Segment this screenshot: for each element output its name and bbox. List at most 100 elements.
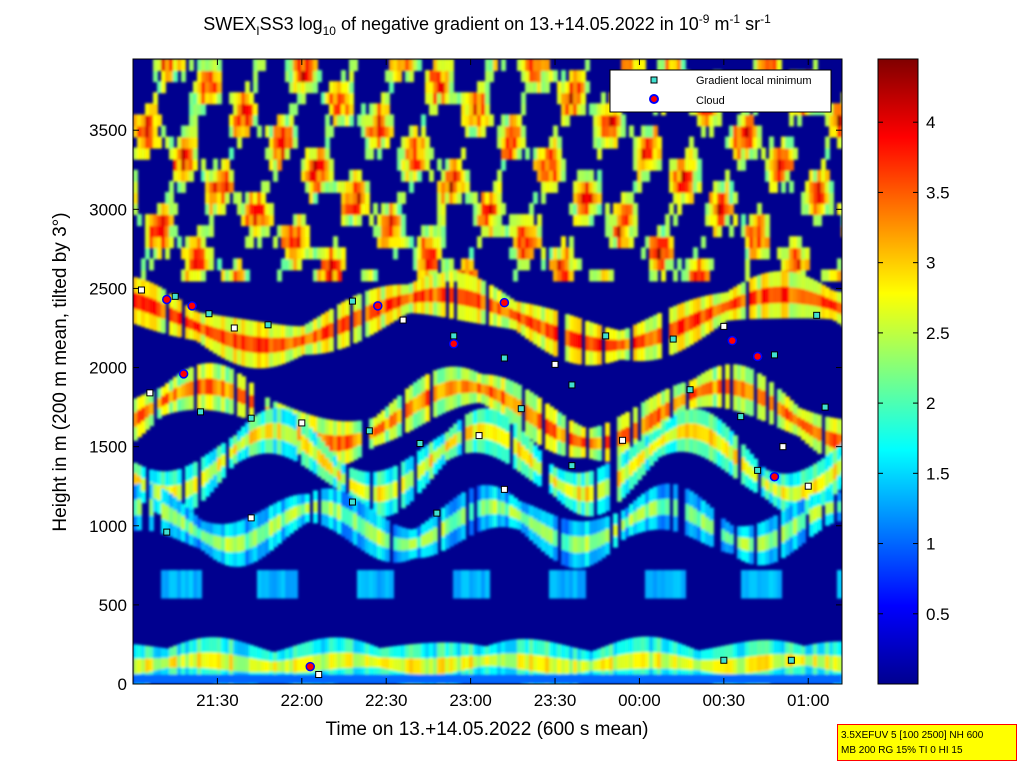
heatmap-cell — [525, 514, 530, 527]
heatmap-cell — [501, 653, 506, 667]
heatmap-cell — [405, 158, 410, 171]
heatmap-cell — [521, 313, 526, 326]
heatmap-cell — [293, 70, 298, 83]
heatmap-cell — [553, 570, 558, 599]
heatmap-cell — [185, 158, 190, 171]
x-tick-label: 23:30 — [534, 691, 577, 710]
heatmap-cell — [573, 191, 578, 204]
heatmap-cell — [597, 532, 602, 548]
heatmap-cell — [553, 423, 558, 440]
heatmap-cell — [241, 114, 246, 127]
cloud-marker — [769, 471, 780, 482]
heatmap-cell — [237, 114, 242, 127]
heatmap-cell — [677, 59, 682, 72]
heatmap-cell — [477, 293, 482, 310]
heatmap-cell — [457, 288, 462, 305]
heatmap-cell — [253, 658, 258, 673]
heatmap-cell — [265, 660, 270, 673]
heatmap-cell — [829, 431, 834, 448]
heatmap-cell — [657, 147, 662, 160]
heatmap-cell — [149, 499, 154, 516]
heatmap-cell — [569, 258, 574, 271]
heatmap-cell — [385, 125, 390, 138]
heatmap-cell — [625, 426, 630, 444]
heatmap-cell — [497, 214, 502, 227]
heatmap-cell — [393, 202, 398, 216]
heatmap-cell — [773, 147, 778, 160]
heatmap-cell — [197, 322, 202, 333]
heatmap-cell — [233, 258, 238, 271]
heatmap-cell — [661, 59, 666, 72]
heatmap-cell — [369, 655, 374, 668]
legend-cloud-marker — [649, 94, 659, 104]
heatmap-cell — [673, 654, 678, 670]
heatmap-cell — [485, 655, 490, 666]
x-tick-label: 01:00 — [787, 691, 830, 710]
heatmap-cell — [401, 59, 406, 72]
heatmap-cell — [561, 158, 566, 171]
heatmap-cell — [181, 247, 186, 260]
heatmap-cell — [809, 423, 814, 436]
heatmap-cell — [197, 258, 202, 271]
heatmap-cell — [365, 191, 370, 204]
heatmap-cell — [181, 136, 186, 149]
heatmap-cell — [261, 180, 266, 193]
heatmap-cell — [537, 169, 542, 182]
heatmap-cell — [269, 661, 274, 672]
heatmap-cell — [217, 180, 222, 193]
heatmap-cell — [349, 510, 354, 528]
heatmap-cell — [673, 269, 678, 282]
heatmap-cell — [717, 191, 722, 204]
heatmap-cell — [565, 483, 570, 496]
heatmap-cell — [133, 191, 138, 204]
heatmap-cell — [285, 258, 290, 271]
heatmap-cell — [169, 147, 174, 160]
heatmap-cell — [725, 202, 730, 216]
heatmap-cell — [673, 570, 678, 599]
heatmap-cell — [613, 202, 618, 216]
gradient-minimum-marker — [475, 432, 483, 440]
heatmap-cell — [769, 532, 774, 549]
heatmap-cell — [817, 654, 822, 668]
heatmap-cell — [585, 169, 590, 182]
heatmap-cell — [577, 570, 582, 599]
heatmap-cell — [457, 379, 462, 394]
heatmap-cell — [425, 658, 430, 675]
heatmap-cell — [373, 426, 378, 437]
heatmap-cell — [301, 435, 306, 451]
heatmap-cell — [417, 236, 422, 249]
heatmap-cell — [689, 158, 694, 171]
heatmap-cell — [653, 247, 658, 260]
heatmap-cell — [685, 657, 690, 670]
heatmap-cell — [473, 381, 478, 393]
heatmap-cell — [397, 538, 402, 551]
heatmap-cell — [781, 147, 786, 160]
heatmap-cell — [393, 214, 398, 227]
heatmap-cell — [253, 81, 258, 94]
heatmap-cell — [453, 269, 458, 282]
heatmap-cell — [637, 652, 642, 669]
heatmap-cell — [689, 258, 694, 271]
heatmap-cell — [253, 336, 258, 353]
heatmap-cell — [749, 291, 754, 306]
heatmap-cell — [557, 169, 562, 182]
heatmap-cell — [769, 570, 774, 599]
heatmap-cell — [433, 225, 438, 238]
heatmap-cell — [777, 401, 782, 416]
heatmap-cell — [349, 478, 354, 491]
y-axis-label: Height in m (200 m mean, tilted by 3°) — [50, 212, 71, 531]
heatmap-cell — [781, 286, 786, 304]
heatmap-cell — [425, 236, 430, 249]
heatmap-cell — [221, 653, 226, 670]
heatmap-cell — [437, 180, 442, 193]
heatmap-cell — [821, 473, 826, 491]
heatmap-cell — [721, 529, 726, 541]
x-tick-label: 22:30 — [365, 691, 408, 710]
heatmap-cell — [817, 202, 822, 216]
heatmap-cell — [661, 225, 666, 238]
heatmap-cell — [617, 236, 622, 249]
heatmap-cell — [465, 380, 470, 393]
heatmap-cell — [173, 510, 178, 525]
heatmap-cell — [829, 180, 834, 193]
heatmap-cell — [761, 247, 766, 260]
